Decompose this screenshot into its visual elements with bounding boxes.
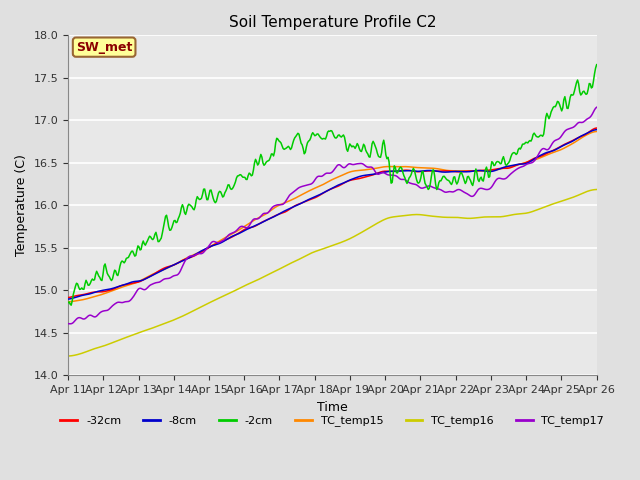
Y-axis label: Temperature (C): Temperature (C) (15, 155, 28, 256)
Legend: -32cm, -8cm, -2cm, TC_temp15, TC_temp16, TC_temp17: -32cm, -8cm, -2cm, TC_temp15, TC_temp16,… (56, 411, 609, 431)
X-axis label: Time: Time (317, 400, 348, 413)
Title: Soil Temperature Profile C2: Soil Temperature Profile C2 (228, 15, 436, 30)
Text: SW_met: SW_met (76, 41, 132, 54)
